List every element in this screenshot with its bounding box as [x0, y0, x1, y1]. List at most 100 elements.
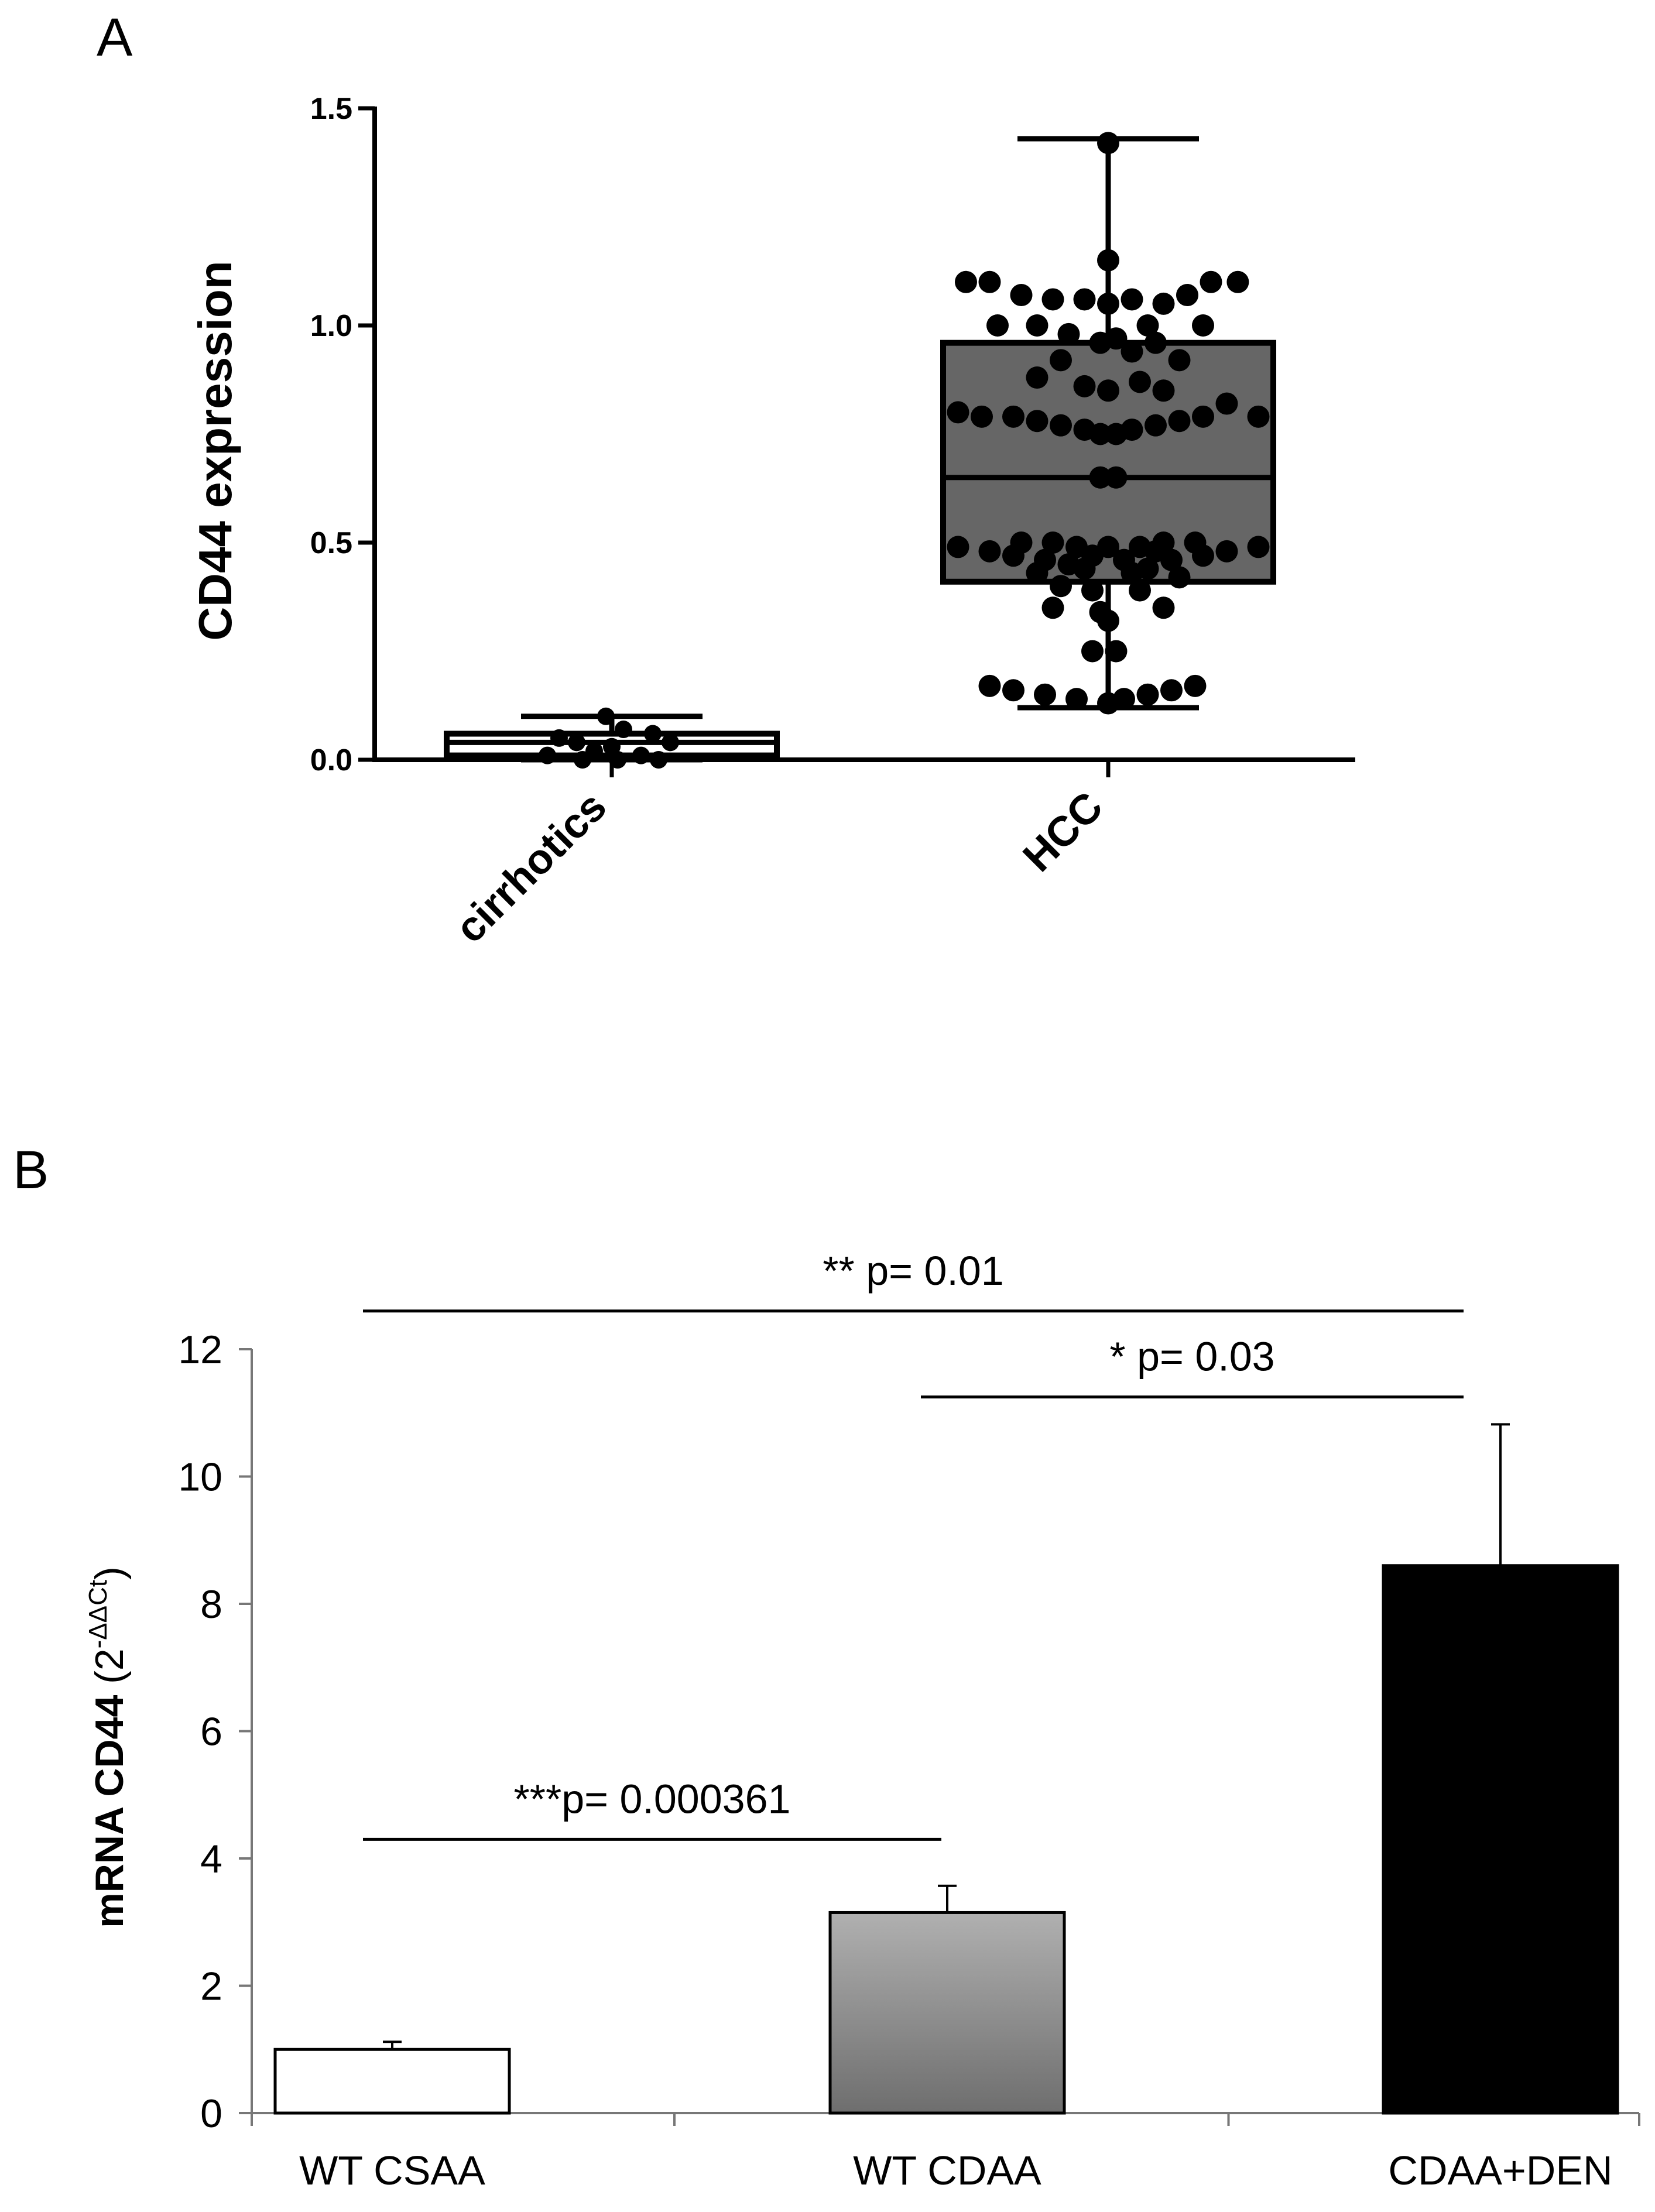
data-point — [1002, 544, 1024, 567]
panel-b-bars — [273, 1423, 1619, 2115]
data-point — [1041, 596, 1064, 619]
data-point — [1097, 692, 1119, 715]
data-point — [1136, 683, 1159, 706]
panel-b: B mRNA CD44 (2-ΔΔCt) 0 2 4 6 8 10 12 WT CSAA WT … — [13, 1140, 1640, 2193]
data-point — [1129, 579, 1151, 602]
panel-b-ylabel-sup: -ΔΔCt — [84, 1580, 112, 1648]
panel-b-y-tick-label: 12 — [178, 1328, 222, 1372]
panel-a-label: A — [97, 8, 133, 67]
panel-a-y-tick-label: 0.5 — [310, 526, 352, 560]
data-point — [1105, 423, 1128, 445]
data-point — [1026, 410, 1048, 433]
panel-b-y-tick-label: 6 — [200, 1710, 222, 1754]
data-point — [1073, 288, 1096, 311]
data-point — [1065, 688, 1088, 711]
data-point — [1002, 679, 1024, 702]
data-point — [1168, 566, 1191, 589]
data-point — [615, 721, 632, 739]
panel-b-y-axis-label: mRNA CD44 (2-ΔΔCt) — [84, 1566, 132, 1928]
panel-a-boxes — [444, 136, 1276, 763]
data-point — [1152, 596, 1175, 619]
data-point — [650, 751, 667, 769]
data-point — [1026, 314, 1048, 337]
data-point — [632, 746, 650, 764]
data-point — [597, 707, 615, 725]
significance-label: * p= 0.03 — [1109, 1334, 1274, 1380]
data-point — [1050, 349, 1072, 372]
data-point — [1184, 674, 1207, 697]
data-point — [1192, 544, 1214, 567]
data-point — [1247, 536, 1270, 558]
data-point — [955, 270, 977, 293]
significance-label: ** p= 0.01 — [823, 1248, 1003, 1294]
data-point — [978, 674, 1001, 697]
bar — [828, 1911, 1066, 2115]
data-point — [1026, 561, 1048, 584]
data-point — [1097, 292, 1119, 315]
data-point — [609, 751, 626, 769]
data-point — [1168, 349, 1191, 372]
data-point — [1010, 284, 1033, 307]
data-point — [1129, 371, 1151, 393]
panel-a-x-tick-label: cirrhotics — [447, 783, 616, 952]
data-point — [1160, 548, 1183, 571]
data-point — [1200, 270, 1222, 293]
panel-b-x-tick-label: CDAA+DEN — [1388, 2148, 1612, 2193]
data-point — [986, 314, 1009, 337]
data-point — [574, 751, 591, 769]
panel-b-x-tick-label: WT CSAA — [299, 2148, 485, 2193]
data-point — [1097, 249, 1119, 272]
bar — [1382, 1564, 1619, 2115]
data-point — [1089, 423, 1112, 445]
panel-b-ylabel-close: ) — [87, 1566, 132, 1580]
data-point — [1192, 314, 1214, 337]
data-point — [644, 725, 662, 743]
data-point — [1041, 288, 1064, 311]
data-point — [539, 746, 556, 764]
data-point — [1081, 640, 1104, 663]
significance-label: ***p= 0.000361 — [514, 1776, 791, 1822]
data-point — [1089, 331, 1112, 354]
data-point — [1247, 405, 1270, 428]
data-point — [971, 405, 993, 428]
data-point — [947, 401, 969, 424]
data-point — [1105, 466, 1128, 489]
data-point — [1050, 575, 1072, 598]
bar — [273, 2048, 511, 2115]
data-point — [1121, 561, 1143, 584]
panel-a: A CD44 expression 0.0 0.5 1.0 1.5 cirrhotics… — [97, 8, 1355, 952]
panel-b-y-tick-label: 8 — [200, 1582, 222, 1627]
data-point — [978, 540, 1001, 563]
data-point — [1097, 609, 1119, 632]
data-point — [1215, 392, 1238, 415]
data-point — [662, 733, 679, 752]
data-point — [1097, 379, 1119, 402]
panel-a-x-tick-label: HCC — [1014, 783, 1112, 881]
data-point — [1176, 284, 1198, 307]
data-point — [1057, 323, 1080, 345]
data-point — [1089, 466, 1112, 489]
data-point — [978, 270, 1001, 293]
panel-b-y-tick-label: 10 — [178, 1455, 222, 1500]
panel-b-y-tick-label: 4 — [200, 1837, 222, 1881]
panel-b-significance: ***p= 0.000361 * p= 0.03 ** p= 0.01 — [363, 1248, 1464, 1841]
data-point — [1215, 540, 1238, 563]
data-point — [1034, 683, 1056, 706]
data-point — [1152, 379, 1175, 402]
panel-a-y-tick-label: 0.0 — [310, 743, 352, 777]
panel-b-ylabel-main: mRNA CD44 — [87, 1695, 132, 1928]
panel-a-y-axis-label: CD44 expression — [189, 260, 241, 640]
data-point — [1073, 375, 1096, 397]
data-point — [1050, 414, 1072, 437]
data-point — [1145, 331, 1167, 354]
data-point — [1073, 557, 1096, 580]
data-point — [1160, 679, 1183, 702]
data-point — [1081, 579, 1104, 602]
data-point — [1105, 640, 1128, 663]
panel-a-y-tick-label: 1.0 — [310, 309, 352, 343]
data-point — [1136, 314, 1159, 337]
data-point — [1026, 366, 1048, 389]
panel-a-y-tick-label: 1.5 — [310, 92, 352, 126]
data-point — [1152, 292, 1175, 315]
data-point — [1097, 132, 1119, 155]
